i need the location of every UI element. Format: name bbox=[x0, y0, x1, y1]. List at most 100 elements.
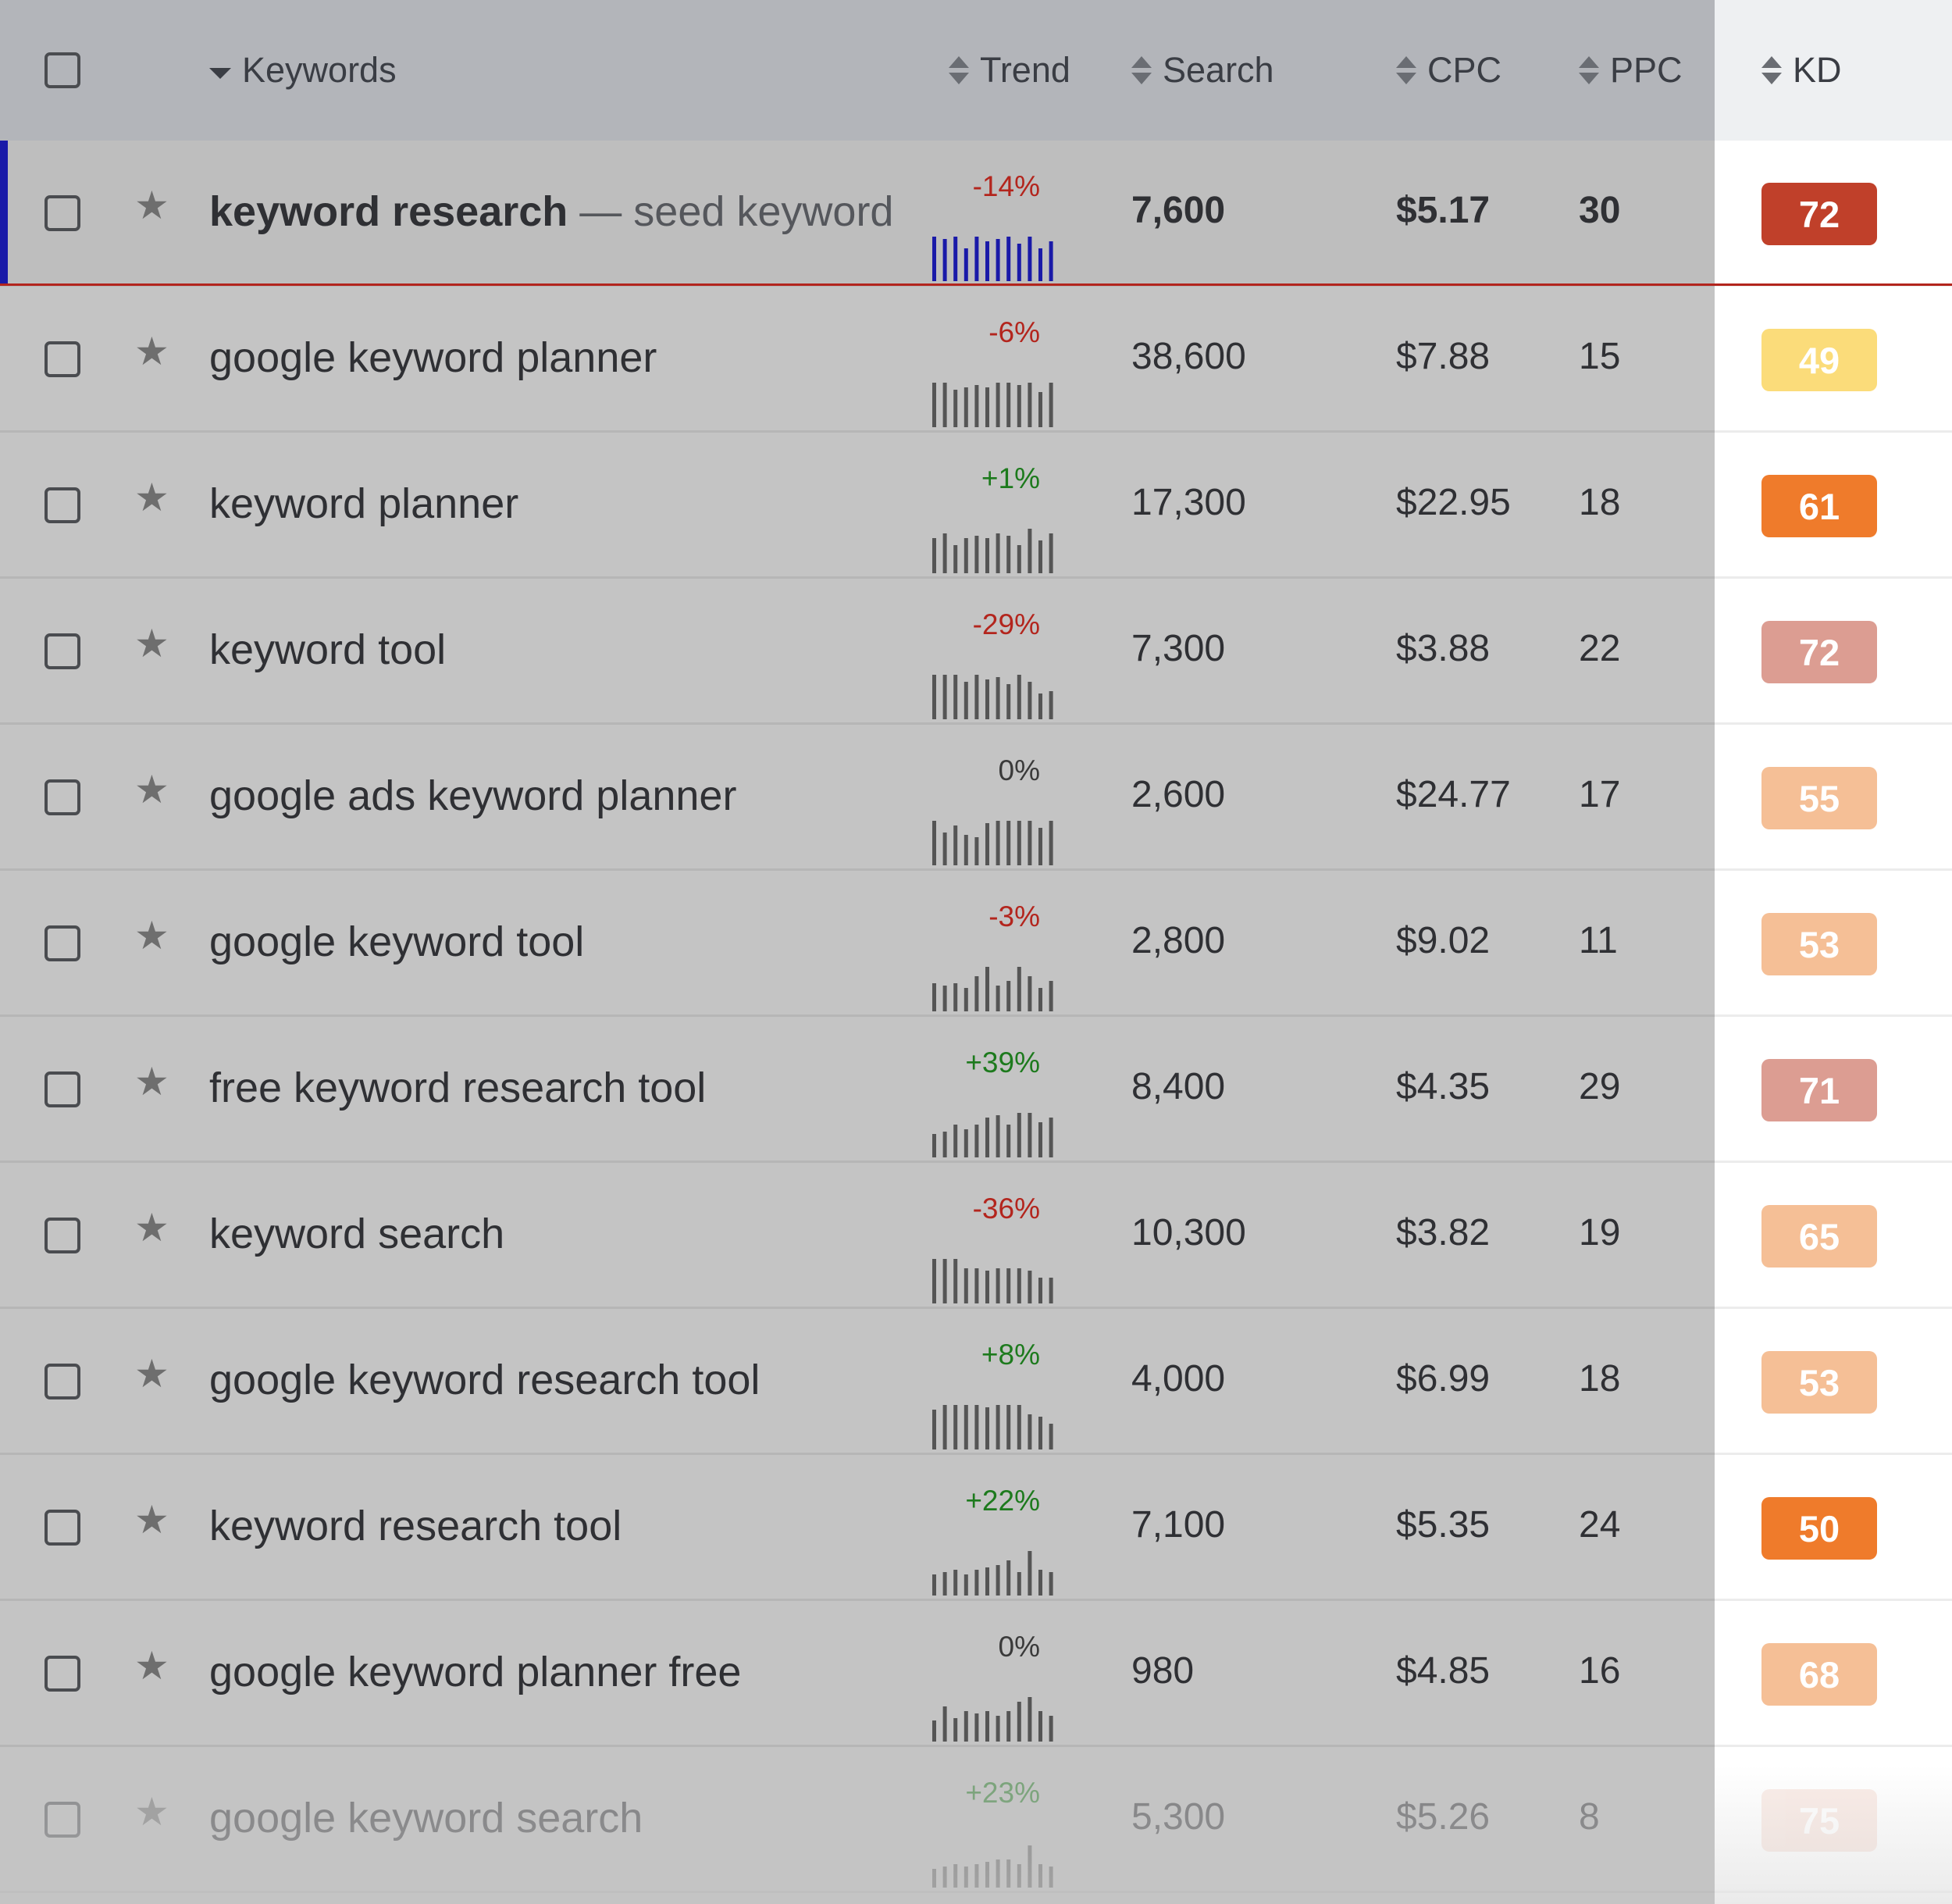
sparkline-bar bbox=[1017, 385, 1021, 427]
ppc-value: 16 bbox=[1579, 1650, 1621, 1692]
header-kd[interactable]: KD bbox=[1761, 0, 1842, 141]
star-icon[interactable]: ★ bbox=[134, 330, 169, 373]
sparkline-bar bbox=[1028, 1551, 1032, 1596]
sparkline-bar bbox=[974, 1125, 979, 1157]
keyword-cell[interactable]: google keyword planner bbox=[209, 333, 657, 382]
sparkline-bar bbox=[1049, 1572, 1053, 1596]
header-keywords[interactable]: Keywords bbox=[209, 0, 397, 141]
kd-row-divider bbox=[1715, 1453, 1952, 1455]
sparkline-bar bbox=[1017, 1405, 1021, 1449]
keyword-cell[interactable]: google ads keyword planner bbox=[209, 772, 736, 820]
star-icon[interactable]: ★ bbox=[134, 184, 169, 227]
star-icon[interactable]: ★ bbox=[134, 768, 169, 811]
kd-row-divider bbox=[1715, 1745, 1952, 1747]
trend-percent: 0% bbox=[998, 1631, 1040, 1663]
table-row[interactable]: ★ free keyword research tool +39% 8,400 $4.3… bbox=[0, 1017, 1952, 1163]
sparkline-bar bbox=[974, 385, 979, 427]
cpc-value: $6.99 bbox=[1396, 1358, 1491, 1399]
sparkline-bar bbox=[932, 1720, 936, 1742]
star-icon[interactable]: ★ bbox=[134, 1498, 169, 1542]
table-row[interactable]: ★ keyword search -36% 10,300 $3.82 19 65 bbox=[0, 1163, 1952, 1309]
star-icon[interactable]: ★ bbox=[134, 1352, 169, 1396]
table-row[interactable]: ★ google keyword research tool +8% 4,000 $6.… bbox=[0, 1309, 1952, 1455]
select-all-checkbox[interactable] bbox=[45, 52, 80, 88]
star-icon[interactable]: ★ bbox=[134, 914, 169, 957]
kd-header-cell bbox=[1715, 0, 1952, 141]
table-row[interactable]: ★ google keyword search +23% 5,300 $5.26 8 75 bbox=[0, 1747, 1952, 1893]
row-checkbox[interactable] bbox=[45, 633, 80, 669]
sparkline-bar bbox=[1049, 1716, 1053, 1742]
kd-badge: 72 bbox=[1761, 183, 1877, 245]
row-background bbox=[0, 725, 1715, 871]
table-row[interactable]: ★ keyword tool -29% 7,300 $3.88 22 72 bbox=[0, 579, 1952, 725]
sparkline-bar bbox=[974, 675, 979, 719]
keyword-cell[interactable]: keyword planner bbox=[209, 480, 518, 528]
keyword-cell[interactable]: google keyword search bbox=[209, 1794, 643, 1842]
star-icon[interactable]: ★ bbox=[134, 1060, 169, 1104]
sparkline-bar bbox=[932, 1134, 936, 1157]
star-icon[interactable]: ★ bbox=[134, 476, 169, 519]
keyword-cell[interactable]: google keyword planner free bbox=[209, 1648, 741, 1696]
sparkline-bar bbox=[1006, 536, 1011, 573]
sparkline-bar bbox=[1038, 1122, 1042, 1157]
header-ppc[interactable]: PPC bbox=[1579, 0, 1683, 141]
sparkline-bar bbox=[996, 1716, 1000, 1742]
table-row[interactable]: ★ google ads keyword planner 0% 2,600 $24.77… bbox=[0, 725, 1952, 871]
row-checkbox[interactable] bbox=[45, 925, 80, 961]
keyword-cell[interactable]: google keyword tool bbox=[209, 918, 584, 966]
sparkline-bar bbox=[1049, 1278, 1053, 1303]
sparkline-bar bbox=[1017, 821, 1021, 865]
keyword-cell[interactable]: google keyword research tool bbox=[209, 1356, 760, 1404]
sparkline-bar bbox=[985, 1862, 989, 1888]
keyword-cell[interactable]: keyword research tool bbox=[209, 1502, 622, 1550]
star-icon[interactable]: ★ bbox=[134, 1206, 169, 1250]
star-icon[interactable]: ★ bbox=[134, 1790, 169, 1834]
sparkline-bar bbox=[953, 1864, 958, 1888]
search-volume: 2,600 bbox=[1131, 774, 1226, 815]
sparkline-bar bbox=[953, 390, 958, 427]
sparkline-bar bbox=[985, 1118, 989, 1157]
row-checkbox[interactable] bbox=[45, 1510, 80, 1546]
header-ppc-label: PPC bbox=[1610, 50, 1683, 90]
table-row[interactable]: ★ google keyword planner free 0% 980 $4.85 16… bbox=[0, 1601, 1952, 1747]
table-row[interactable]: ★ keyword planner +1% 17,300 $22.95 18 61 bbox=[0, 433, 1952, 579]
row-checkbox[interactable] bbox=[45, 1364, 80, 1399]
row-checkbox[interactable] bbox=[45, 195, 80, 231]
table-row[interactable]: ★ keyword research — seed keyword -14% 7,60… bbox=[0, 141, 1952, 287]
star-icon[interactable]: ★ bbox=[134, 622, 169, 665]
search-volume: 7,300 bbox=[1131, 628, 1226, 669]
header-search[interactable]: Search bbox=[1131, 0, 1274, 141]
search-volume: 7,600 bbox=[1131, 190, 1226, 231]
sparkline-bar bbox=[1006, 1859, 1011, 1888]
keyword-cell[interactable]: keyword search bbox=[209, 1210, 504, 1258]
star-icon[interactable]: ★ bbox=[134, 1644, 169, 1688]
table-row[interactable]: ★ google keyword tool -3% 2,800 $9.02 11 53 bbox=[0, 871, 1952, 1017]
ppc-value: 19 bbox=[1579, 1212, 1621, 1253]
header-cpc[interactable]: CPC bbox=[1396, 0, 1501, 141]
keyword-text: google keyword research tool bbox=[209, 1357, 760, 1403]
sparkline-bar bbox=[1006, 684, 1011, 719]
table-row[interactable]: ★ keyword research tool +22% 7,100 $5.35 24 50 bbox=[0, 1455, 1952, 1601]
ppc-value: 24 bbox=[1579, 1504, 1621, 1546]
keyword-cell[interactable]: free keyword research tool bbox=[209, 1064, 706, 1112]
keyword-cell[interactable]: keyword research — seed keyword bbox=[209, 187, 893, 236]
table-row[interactable]: ★ google keyword planner -6% 38,600 $7.88 15 4… bbox=[0, 287, 1952, 433]
ppc-value: 17 bbox=[1579, 774, 1621, 815]
header-trend[interactable]: Trend bbox=[949, 0, 1070, 141]
sort-icon bbox=[1396, 55, 1416, 86]
kd-badge: 50 bbox=[1761, 1497, 1877, 1560]
kd-badge: 71 bbox=[1761, 1059, 1877, 1121]
row-checkbox[interactable] bbox=[45, 487, 80, 523]
sparkline-bar bbox=[1028, 976, 1032, 1011]
cpc-value: $7.88 bbox=[1396, 336, 1491, 377]
row-checkbox[interactable] bbox=[45, 1071, 80, 1107]
row-checkbox[interactable] bbox=[45, 779, 80, 815]
trend-percent: +23% bbox=[965, 1777, 1040, 1809]
row-checkbox[interactable] bbox=[45, 341, 80, 377]
row-checkbox[interactable] bbox=[45, 1218, 80, 1253]
sparkline-bar bbox=[964, 387, 968, 427]
row-checkbox[interactable] bbox=[45, 1656, 80, 1692]
keyword-cell[interactable]: keyword tool bbox=[209, 626, 446, 674]
sparkline-bar bbox=[942, 1259, 947, 1303]
row-checkbox[interactable] bbox=[45, 1802, 80, 1838]
